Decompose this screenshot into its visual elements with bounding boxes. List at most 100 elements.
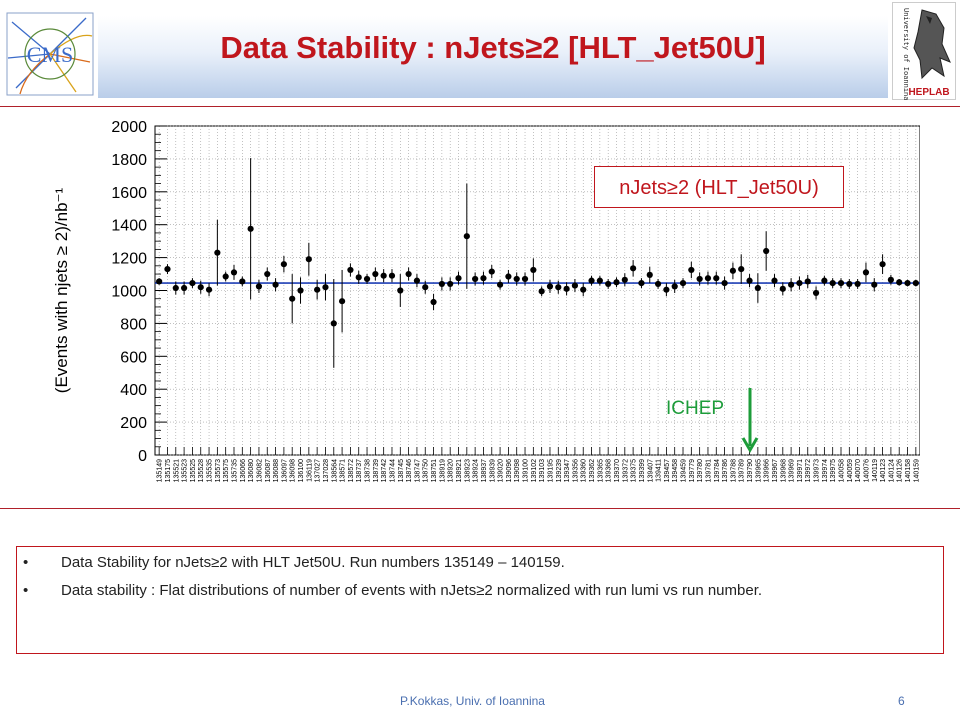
x-tick-label: 138572 — [348, 459, 355, 482]
x-tick-label: 136066 — [240, 459, 247, 482]
y-tick-label: 600 — [120, 349, 147, 366]
data-point — [297, 287, 304, 294]
x-tick-label: 139788 — [730, 459, 737, 482]
data-point — [738, 266, 745, 273]
x-tick-label: 136098 — [290, 459, 297, 482]
y-tick-label: 1600 — [111, 185, 147, 202]
y-tick-label: 2000 — [111, 119, 147, 136]
data-point — [164, 266, 171, 273]
data-point — [239, 278, 246, 285]
x-tick-label: 138747 — [414, 459, 421, 482]
x-tick-label: 135521 — [173, 459, 180, 482]
x-tick-label: 138751 — [431, 459, 438, 482]
bullet-list: • Data Stability for nJets≥2 with HLT Jet… — [17, 547, 943, 601]
x-tick-label: 140126 — [897, 459, 904, 482]
legend-box: nJets≥2 (HLT_Jet50U) — [594, 166, 844, 208]
data-point — [330, 320, 337, 327]
x-tick-label: 139967 — [772, 459, 779, 482]
data-point — [887, 276, 894, 283]
x-tick-label: 139780 — [697, 459, 704, 482]
x-tick-label: 139458 — [672, 459, 679, 482]
data-point — [596, 277, 603, 284]
data-point — [480, 275, 487, 282]
data-point — [255, 283, 263, 290]
data-point — [222, 273, 229, 280]
data-point — [912, 279, 919, 287]
data-point — [896, 279, 903, 286]
x-tick-label: 138738 — [365, 459, 372, 482]
data-point — [438, 280, 445, 288]
x-tick-label: 139784 — [714, 459, 721, 482]
data-point — [671, 283, 678, 290]
data-point — [172, 284, 179, 292]
y-tick-label: 1200 — [111, 251, 147, 268]
data-point — [796, 279, 803, 287]
data-point — [904, 279, 911, 287]
data-point — [588, 277, 595, 284]
data-point — [746, 277, 753, 284]
data-point — [205, 286, 213, 293]
x-tick-label: 139975 — [830, 459, 837, 482]
x-tick-label: 137028 — [323, 459, 330, 482]
x-tick-label: 138750 — [423, 459, 430, 482]
x-tick-label: 139096 — [506, 459, 513, 482]
x-tick-label: 139968 — [780, 459, 787, 482]
y-tick-label: 400 — [120, 382, 147, 399]
data-point — [289, 295, 296, 302]
data-point — [771, 277, 778, 284]
data-point — [397, 287, 404, 294]
x-tick-label: 138920 — [448, 459, 455, 482]
x-tick-label: 139974 — [822, 459, 829, 482]
x-tick-label: 139020 — [498, 459, 505, 482]
x-tick-label: 136100 — [298, 459, 305, 482]
x-tick-label: 139356 — [572, 459, 579, 482]
data-point — [189, 279, 196, 287]
data-point — [413, 277, 421, 284]
x-tick-label: 135149 — [157, 459, 164, 482]
data-point — [804, 278, 811, 285]
data-point — [272, 281, 279, 288]
x-tick-label: 139786 — [722, 459, 729, 482]
data-point — [355, 274, 362, 281]
data-point — [879, 261, 886, 268]
x-tick-label: 135573 — [215, 459, 222, 482]
x-tick-label: 139195 — [547, 459, 554, 482]
x-tick-label: 138737 — [356, 459, 363, 482]
y-tick-label: 1800 — [111, 152, 147, 169]
x-tick-label: 140158 — [905, 459, 912, 482]
data-point — [505, 273, 512, 280]
data-point — [338, 298, 346, 305]
bullet-text: Data Stability for nJets≥2 with HLT Jet5… — [61, 554, 565, 571]
notes-box: • Data Stability for nJets≥2 with HLT Jet… — [16, 546, 944, 654]
x-tick-label: 136087 — [265, 459, 272, 482]
y-tick-label: 0 — [138, 448, 147, 465]
header-rule — [0, 106, 960, 107]
x-tick-label: 140059 — [847, 459, 854, 482]
x-tick-label: 139372 — [622, 459, 629, 482]
data-point — [621, 276, 628, 283]
data-point — [347, 266, 354, 274]
data-point — [729, 267, 737, 274]
x-tick-label: 138937 — [481, 459, 488, 482]
x-tick-label: 138742 — [381, 459, 388, 482]
data-point — [812, 289, 820, 297]
x-tick-label: 138571 — [340, 459, 347, 482]
data-point — [555, 284, 562, 291]
x-tick-label: 140119 — [872, 459, 879, 482]
x-tick-label: 135735 — [231, 459, 238, 482]
title-band — [98, 16, 888, 98]
data-point — [854, 280, 861, 288]
data-point — [264, 270, 271, 278]
data-point — [447, 280, 454, 288]
data-point — [513, 275, 520, 283]
x-tick-label: 138919 — [439, 459, 446, 482]
x-tick-label: 139790 — [747, 459, 754, 482]
x-tick-label: 140076 — [863, 459, 870, 482]
data-point — [704, 275, 712, 282]
bullet-dot-icon: • — [23, 554, 29, 571]
x-tick-label: 139965 — [755, 459, 762, 482]
data-point — [713, 275, 720, 282]
x-tick-label: 138924 — [473, 459, 480, 482]
data-point — [862, 269, 870, 276]
ichep-arrow-icon — [741, 388, 759, 453]
